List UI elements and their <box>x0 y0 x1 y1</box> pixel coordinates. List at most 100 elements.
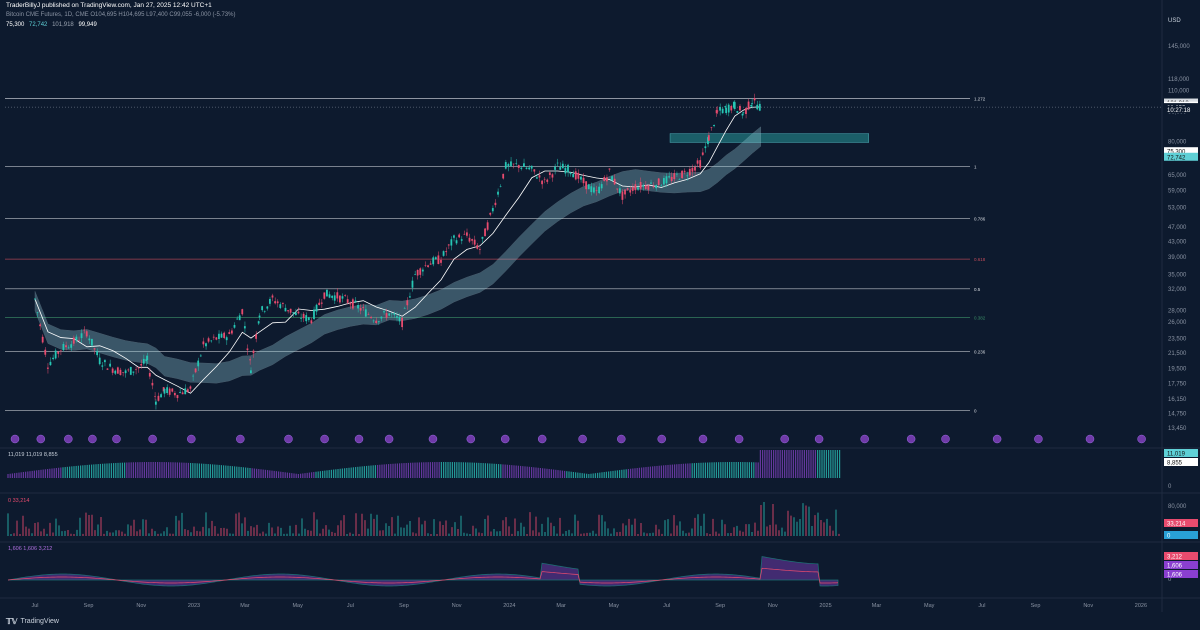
price-label-bg <box>1164 105 1198 114</box>
fib-level-label: 0.618 <box>974 257 986 262</box>
fib-level-label: 0.786 <box>974 217 986 222</box>
candle-body <box>80 333 83 339</box>
x-tick-label: Mar <box>556 603 566 609</box>
candle-body <box>326 289 328 297</box>
event-marker-icon <box>734 434 744 444</box>
candle-body <box>468 237 471 242</box>
price-label: 72,742 <box>1167 155 1186 161</box>
candle-body <box>497 191 499 195</box>
candle-body <box>122 372 124 373</box>
candle-body <box>302 313 305 319</box>
x-tick-label: 2026 <box>1135 603 1147 609</box>
candle-body <box>75 336 78 341</box>
candle-body <box>151 382 154 386</box>
candle-body <box>559 167 562 170</box>
candle-body <box>481 236 484 239</box>
candle-body <box>445 251 448 253</box>
candle-body <box>489 212 492 215</box>
supply-zone-box <box>669 133 870 143</box>
candle-body <box>629 190 632 193</box>
candle-body <box>354 300 357 303</box>
y-tick-label: 17,750 <box>1168 382 1187 388</box>
candle-body <box>250 370 252 374</box>
candle-body <box>624 189 626 195</box>
candle-body <box>756 104 759 110</box>
footer-brand[interactable]: 𝕋𝕍 TradingView <box>6 617 59 626</box>
candle-body <box>225 337 228 341</box>
event-marker-icon <box>466 434 476 444</box>
candle-body <box>647 185 650 190</box>
candle-body <box>675 173 678 175</box>
candle-body <box>657 178 660 186</box>
y-tick-label: 43,000 <box>1168 239 1187 245</box>
event-marker-icon <box>698 434 708 444</box>
candle-body <box>421 269 424 272</box>
candle-body <box>716 110 719 112</box>
candle-body <box>176 395 179 399</box>
candle-body <box>715 110 718 114</box>
candle-body <box>380 316 383 319</box>
candle-body <box>704 146 707 149</box>
candle-body <box>127 369 130 371</box>
candle-body <box>556 162 559 164</box>
candle-body <box>333 295 336 301</box>
candle-body <box>742 112 745 113</box>
candle-body <box>600 184 603 189</box>
candle-body <box>510 161 512 167</box>
candle-body <box>631 187 634 191</box>
candle-body <box>621 191 624 200</box>
candle-body <box>442 251 445 256</box>
candle-body <box>103 360 106 363</box>
candle-body <box>146 355 149 361</box>
candle-body <box>434 257 437 260</box>
candle-body <box>683 170 686 172</box>
candle-body <box>699 160 702 168</box>
pane2-label-bg <box>1164 519 1198 527</box>
event-marker-icon <box>284 434 293 444</box>
pane2-legend: 0 33,214 <box>8 498 29 504</box>
y-tick-label: 47,000 <box>1168 225 1187 231</box>
candle-body <box>587 184 590 190</box>
price-label-bg <box>1164 147 1198 156</box>
candle-body <box>595 190 598 191</box>
candle-body <box>618 188 621 194</box>
volume-label-bg <box>1164 458 1198 466</box>
candle-body <box>453 235 455 238</box>
candle-body <box>223 332 226 338</box>
candle-body <box>554 166 556 170</box>
event-marker-icon <box>906 434 916 444</box>
candle-body <box>707 135 710 141</box>
x-tick-label: Jul <box>663 603 670 609</box>
candle-body <box>41 336 44 343</box>
pane3-label-bg <box>1164 552 1198 560</box>
candle-body <box>207 338 210 342</box>
candle-body <box>328 294 331 298</box>
candle-body <box>546 179 549 182</box>
event-marker-icon <box>88 434 97 444</box>
candle-body <box>192 375 194 377</box>
currency-label: USD <box>1168 18 1181 24</box>
candle-body <box>34 298 36 300</box>
y-tick-label: 65,000 <box>1168 173 1187 179</box>
candle-body <box>574 171 577 180</box>
candle-body <box>98 357 101 365</box>
candle-body <box>733 102 736 109</box>
candle-body <box>739 105 741 111</box>
candle-body <box>494 202 497 206</box>
event-marker-icon <box>36 434 46 444</box>
event-marker-icon <box>617 434 626 444</box>
candle-body <box>341 296 344 299</box>
candle-body <box>701 152 704 155</box>
candle-body <box>372 320 375 322</box>
candle-body <box>88 338 91 341</box>
x-tick-label: 2025 <box>819 603 831 609</box>
oscillator-area <box>7 556 839 587</box>
candle-body <box>258 315 261 318</box>
candle-body <box>476 245 479 249</box>
symbol-name: Bitcoin CME Futures, 1D, CME <box>6 12 89 18</box>
ma-ribbon <box>34 126 762 384</box>
candle-body <box>543 178 546 180</box>
candle-body <box>611 176 613 181</box>
candle-body <box>85 331 88 337</box>
